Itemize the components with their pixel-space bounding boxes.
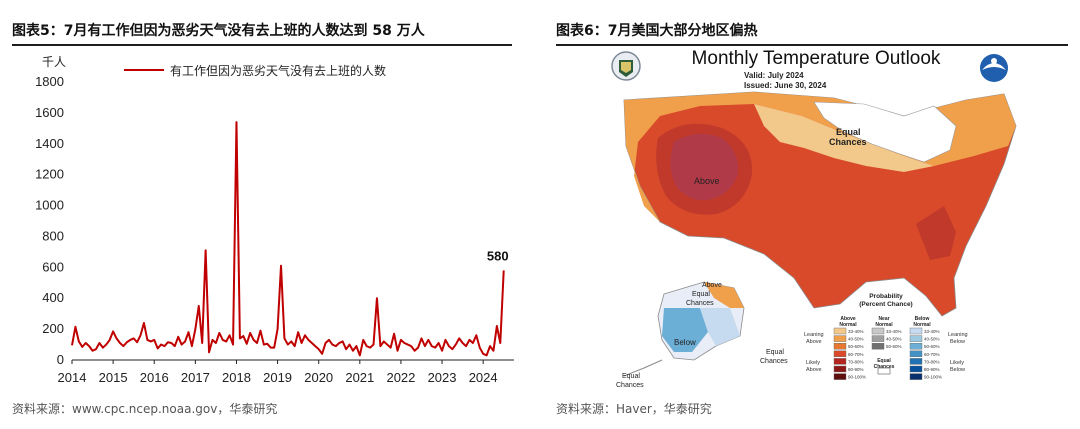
map-legend-below-bin-label: 40-50% xyxy=(924,337,940,342)
map-legend-col-below: Below Normal xyxy=(913,316,931,328)
x-tick-label: 2024 xyxy=(469,370,498,385)
map-legend-below-swatch xyxy=(909,335,923,342)
map-legend-near-bin-label: 50-60% xyxy=(886,344,902,349)
map-legend-above-bin-label: 90-100% xyxy=(848,375,866,380)
temperature-outlook-map: Monthly Temperature Outlook Valid: July … xyxy=(604,46,1036,396)
left-figure-title: 图表5：7月有工作但因为恶劣天气没有去上班的人数达到 58 万人 xyxy=(12,23,425,39)
map-legend-above-swatch xyxy=(833,350,847,357)
map-legend-leaning-above: Leaning Above xyxy=(804,332,824,345)
x-tick-label: 2014 xyxy=(58,370,87,385)
map-legend-below-swatch xyxy=(909,343,923,350)
map-label-equal-chances-ak: Equal Chances xyxy=(686,291,714,307)
map-label-equal-chances-aleutian: Equal Chances xyxy=(616,373,644,389)
series-line xyxy=(71,121,505,357)
map-legend-title: Probability (Percent Chance) xyxy=(859,293,912,308)
map-legend-above-swatch xyxy=(833,327,847,335)
map-legend-leaning-below: Leaning Below xyxy=(948,332,968,345)
map-label-above-conus: Above xyxy=(694,176,720,186)
x-tick-label: 2022 xyxy=(386,370,415,385)
line-chart: 千人 0 200 400 600 800 1000 1200 1400 1600 1800 2014… xyxy=(35,55,514,385)
x-tick-label: 2017 xyxy=(181,370,210,385)
right-source-note: 资料来源：Haver，华泰研究 xyxy=(556,402,712,416)
map-legend: Probability (Percent Chance) Above Normal … xyxy=(804,293,968,380)
map-legend-below-bin-label: 33-40% xyxy=(924,329,940,334)
legend-label: 有工作但因为恶劣天气没有去上班的人数 xyxy=(170,63,386,78)
map-legend-above-bin-label: 33-40% xyxy=(848,329,864,334)
right-title-rule xyxy=(556,44,1068,46)
noaa-cpc-emblem-icon xyxy=(611,51,641,81)
right-figure-title: 图表6：7月美国大部分地区偏热 xyxy=(556,23,758,39)
map-legend-below-swatch xyxy=(909,365,923,373)
y-tick-label: 1400 xyxy=(35,136,64,151)
y-tick-label: 1600 xyxy=(35,105,64,120)
map-svg: Monthly Temperature Outlook Valid: July … xyxy=(611,48,1017,389)
legend: 有工作但因为恶劣天气没有去上班的人数 xyxy=(124,63,386,78)
map-legend-above-bin-label: 60-70% xyxy=(848,352,864,357)
map-legend-col-near: Near Normal xyxy=(875,316,893,328)
map-legend-above-bin-label: 80-90% xyxy=(848,367,864,372)
map-legend-below-swatch xyxy=(909,327,923,335)
x-tick-label: 2015 xyxy=(99,370,128,385)
y-tick-label: 600 xyxy=(42,259,64,274)
map-legend-near-bin-label: 40-50% xyxy=(886,337,902,342)
map-legend-col-above: Above Normal xyxy=(839,316,857,328)
map-legend-equal-chances: Equal Chances xyxy=(874,358,895,370)
map-legend-below-bin-label: 50-60% xyxy=(924,344,940,349)
map-legend-below-bin-label: 70-80% xyxy=(924,359,940,364)
map-legend-below-swatch xyxy=(909,373,923,380)
map-legend-above-bin-label: 40-50% xyxy=(848,337,864,342)
y-unit-label: 千人 xyxy=(42,55,66,69)
map-valid: Valid: July 2024 xyxy=(744,71,804,80)
map-legend-near-swatch xyxy=(871,327,885,335)
map-legend-below-bin-label: 90-100% xyxy=(924,375,942,380)
map-legend-above-swatch xyxy=(833,358,847,365)
y-tick-label: 400 xyxy=(42,290,64,305)
map-legend-above-swatch xyxy=(833,373,847,380)
map-legend-swatch-equal xyxy=(877,367,891,375)
alaska-map xyxy=(623,281,745,377)
conus-map xyxy=(623,91,1017,317)
map-title: Monthly Temperature Outlook xyxy=(692,48,941,69)
map-legend-near-swatch xyxy=(871,335,885,342)
x-tick-label: 2023 xyxy=(428,370,457,385)
left-title-rule xyxy=(12,44,512,46)
x-tick-label: 2018 xyxy=(222,370,251,385)
map-issued: Issued: June 30, 2024 xyxy=(744,81,827,90)
map-label-above-ak: Above xyxy=(702,282,722,289)
map-legend-above-swatch xyxy=(833,365,847,373)
map-legend-near-bin-label: 33-40% xyxy=(886,329,902,334)
map-label-below-ak: Below xyxy=(674,338,696,347)
y-axis: 千人 0 200 400 600 800 1000 1200 1400 1600 1800 xyxy=(35,55,66,367)
y-tick-label: 1800 xyxy=(35,74,64,89)
plot-area: 580 xyxy=(71,121,509,357)
noaa-logo-icon xyxy=(980,54,1008,82)
left-source-note: 资料来源：www.cpc.ncep.noaa.gov，华泰研究 xyxy=(12,402,278,416)
map-legend-below-bin-label: 80-90% xyxy=(924,367,940,372)
map-legend-above-swatch xyxy=(833,343,847,350)
map-label-equal-chances-ak-sw: Equal Chances xyxy=(760,349,788,365)
y-tick-label: 800 xyxy=(42,228,64,243)
map-legend-below-bin-label: 60-70% xyxy=(924,352,940,357)
y-tick-label: 0 xyxy=(57,352,64,367)
y-tick-label: 200 xyxy=(42,321,64,336)
annotation-label: 580 xyxy=(487,248,509,263)
map-legend-likely-above: Likely Above xyxy=(806,360,822,373)
map-legend-below-swatch xyxy=(909,350,923,357)
x-tick-label: 2016 xyxy=(140,370,169,385)
y-tick-label: 1000 xyxy=(35,198,64,213)
x-axis: 2014 2015 2016 2017 2018 2019 2020 2021 2022 2023… xyxy=(58,359,514,385)
map-legend-near-swatch xyxy=(871,343,885,350)
map-legend-above-bin-label: 50-60% xyxy=(848,344,864,349)
x-tick-label: 2020 xyxy=(304,370,333,385)
y-tick-label: 1200 xyxy=(35,167,64,182)
map-legend-below-swatch xyxy=(909,358,923,365)
x-tick-label: 2021 xyxy=(345,370,374,385)
x-tick-label: 2019 xyxy=(263,370,292,385)
map-label-equal-chances-ne: Equal Chances xyxy=(829,127,867,147)
map-legend-likely-below: Likely Below xyxy=(950,360,965,373)
map-legend-above-swatch xyxy=(833,335,847,342)
map-legend-above-bin-label: 70-80% xyxy=(848,359,864,364)
